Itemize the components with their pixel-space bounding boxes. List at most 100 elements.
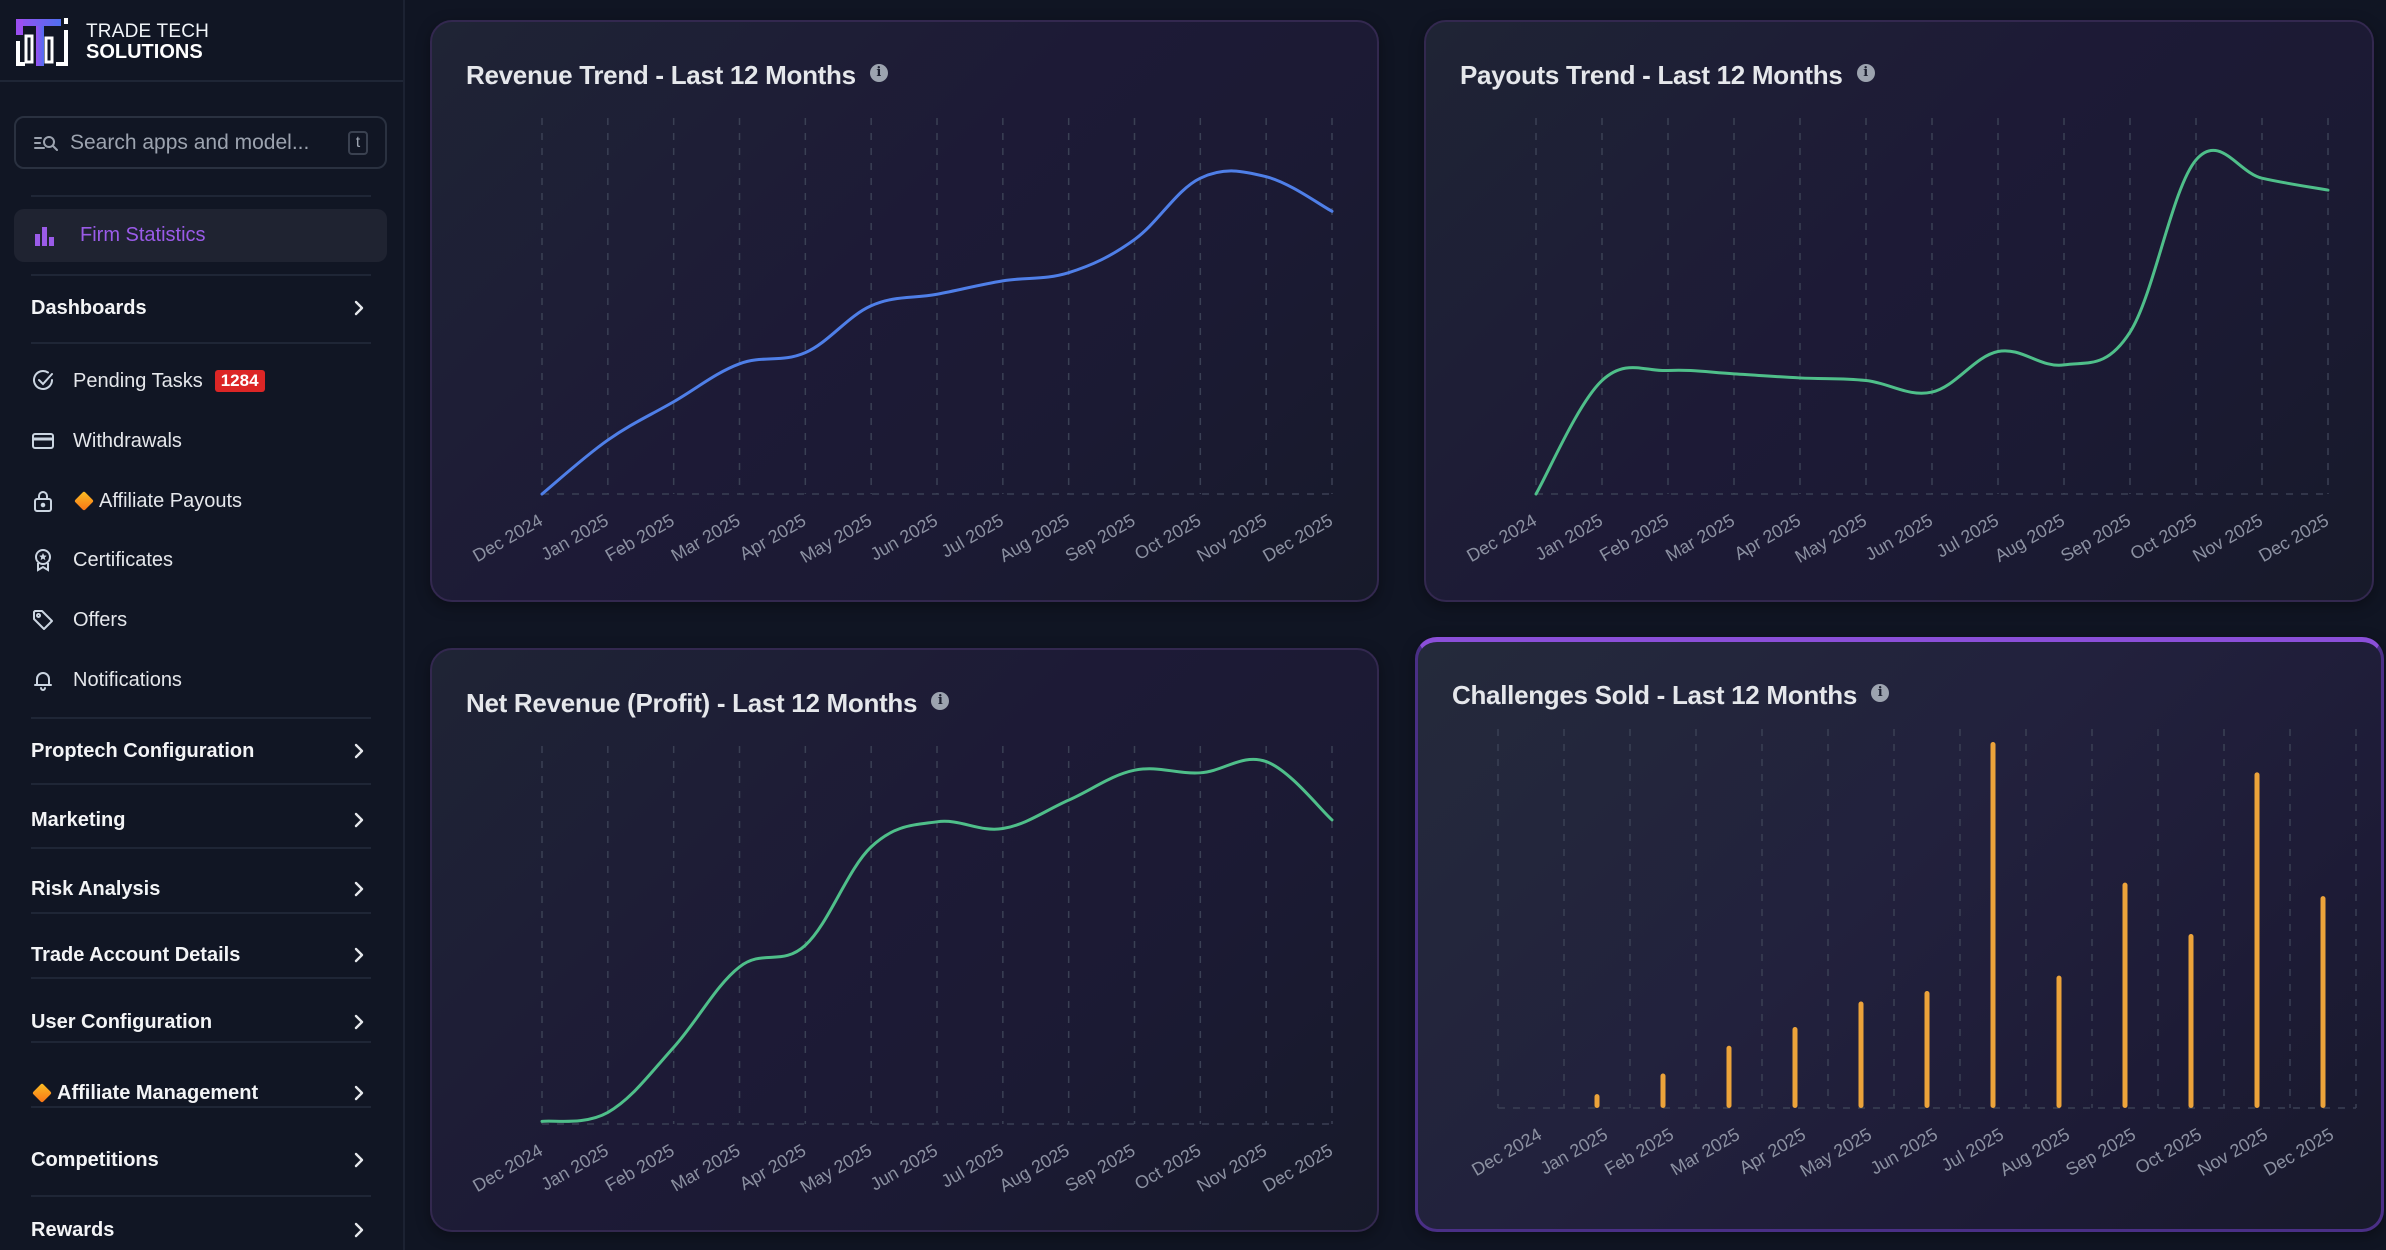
sidebar-item-firm-statistics[interactable]: Firm Statistics [14,209,387,262]
sidebar-item-certificates[interactable]: Certificates [31,545,173,575]
bar [1594,1094,1600,1108]
sidebar-item-offers[interactable]: Offers [31,605,127,635]
sidebar-item-notifications[interactable]: Notifications [31,665,182,695]
x-tick-label: May 2025 [797,1140,875,1197]
x-tick-label: Mar 2025 [1662,510,1738,565]
divider [31,1106,371,1108]
chevron-right-icon [354,1222,364,1238]
sidebar-section-label: User Configuration [31,1010,213,1033]
payouts-trend-card[interactable]: Payouts Trend - Last 12 Months i Dec 2024… [1424,20,2374,602]
x-tick-label: Dec 2025 [2255,510,2332,566]
x-tick-label: Jul 2025 [1933,510,2002,561]
x-tick-label: Jan 2025 [1532,510,1606,564]
bar [1792,1027,1798,1108]
info-icon[interactable]: i [1871,683,1890,702]
x-tick-label: Jan 2025 [1537,1124,1611,1178]
x-tick-label: Sep 2025 [1062,510,1139,566]
sidebar-section-user-configuration[interactable]: User Configuration [31,1007,371,1037]
brand-logo[interactable]: TRADE TECH SOLUTIONS [14,16,209,68]
bar [2320,896,2326,1108]
x-tick-label: Dec 2025 [1259,1140,1336,1196]
x-tick-label: Dec 2025 [2260,1124,2337,1180]
trade-tech-logo-icon [16,18,68,66]
sidebar-item-affiliate-payouts[interactable]: Affiliate Payouts [31,486,242,516]
sidebar-section-proptech-configuration[interactable]: Proptech Configuration [31,736,371,766]
x-tick-label: Apr 2025 [736,1140,809,1194]
credit-card-icon [32,433,54,449]
sidebar-item-pending-tasks[interactable]: Pending Tasks 1284 [31,366,265,396]
bar [1660,1073,1666,1108]
x-tick-label: Apr 2025 [736,510,809,564]
chevron-right-icon [354,881,364,897]
sidebar-section-rewards[interactable]: Rewards [31,1215,371,1245]
x-tick-label: Mar 2025 [1667,1124,1743,1179]
pending-tasks-count-badge: 1284 [214,370,265,392]
x-tick-label: Dec 2024 [1463,510,1540,566]
sidebar-section-label: Dashboards [31,296,147,319]
brand-line-1: TRADE TECH [86,21,210,42]
sidebar-section-label: Risk Analysis [31,877,161,900]
bar [1924,991,1930,1108]
sidebar-section-competitions[interactable]: Competitions [31,1145,371,1175]
sidebar-item-label: Pending Tasks [73,369,203,392]
brand-line-2: SOLUTIONS [86,41,203,63]
diamond-icon [74,491,94,511]
chart-grid [541,118,1333,495]
divider [31,717,371,719]
x-tick-label: Apr 2025 [1731,510,1804,564]
info-icon[interactable]: i [931,691,950,710]
x-tick-label: Nov 2025 [2194,1124,2271,1180]
sidebar-section-label: Competitions [31,1148,159,1171]
sidebar-item-label: Affiliate Payouts [99,489,243,512]
bar [2254,772,2260,1108]
x-tick-label: Sep 2025 [2062,1124,2139,1180]
chevron-right-icon [354,1014,364,1030]
lock-icon [34,491,52,512]
sidebar-item-label: Certificates [73,548,174,571]
sidebar-section-affiliate-management[interactable]: Affiliate Management [31,1078,371,1108]
bar-chart-icon [35,226,54,246]
chevron-right-icon [354,947,364,963]
sidebar-item-label: Firm Statistics [80,224,206,246]
sidebar-section-marketing[interactable]: Marketing [31,805,371,835]
sidebar-item-label: Notifications [73,668,182,691]
sidebar-section-label: Proptech Configuration [31,739,255,762]
bell-icon [34,672,52,691]
info-icon[interactable]: i [1856,63,1875,82]
search-input[interactable]: Search apps and model... t [14,116,387,169]
bar [1990,742,1996,1108]
revenue-trend-card[interactable]: Revenue Trend - Last 12 Months i Dec 2024… [430,20,1379,602]
net-revenue-card[interactable]: Net Revenue (Profit) - Last 12 Months i D… [430,648,1379,1232]
chevron-right-icon [354,300,364,316]
x-tick-label: Aug 2025 [996,1140,1073,1196]
chart-title: Revenue Trend - Last 12 Months [466,60,856,90]
x-tick-label: Nov 2025 [1193,1140,1270,1196]
sidebar-item-withdrawals[interactable]: Withdrawals [31,426,182,456]
award-icon [35,549,51,572]
series-line [540,169,1334,496]
series-line [1534,148,2330,496]
x-tick-label: Feb 2025 [602,510,678,565]
chevron-right-icon [354,812,364,828]
check-circle-icon [33,370,53,390]
divider [31,342,371,344]
divider [31,847,371,849]
search-placeholder: Search apps and model... [70,130,310,154]
divider [31,977,371,979]
sidebar-section-dashboards[interactable]: Dashboards [31,293,371,323]
sidebar-section-risk-analysis[interactable]: Risk Analysis [31,874,371,904]
search-icon [34,135,58,151]
series-line [540,757,1334,1123]
info-icon[interactable]: i [869,63,888,82]
x-tick-label: May 2025 [1797,1124,1875,1181]
sidebar-item-label: Offers [73,608,128,631]
sidebar-section-label: Rewards [31,1218,115,1241]
chevron-right-icon [354,743,364,759]
sidebar-section-trade-account-details[interactable]: Trade Account Details [31,940,371,970]
x-tick-label: Feb 2025 [1601,1124,1677,1179]
divider [31,195,371,197]
x-tick-label: Dec 2025 [1259,510,1336,566]
challenges-sold-card[interactable]: Challenges Sold - Last 12 Months i Dec 20… [1415,637,2384,1232]
